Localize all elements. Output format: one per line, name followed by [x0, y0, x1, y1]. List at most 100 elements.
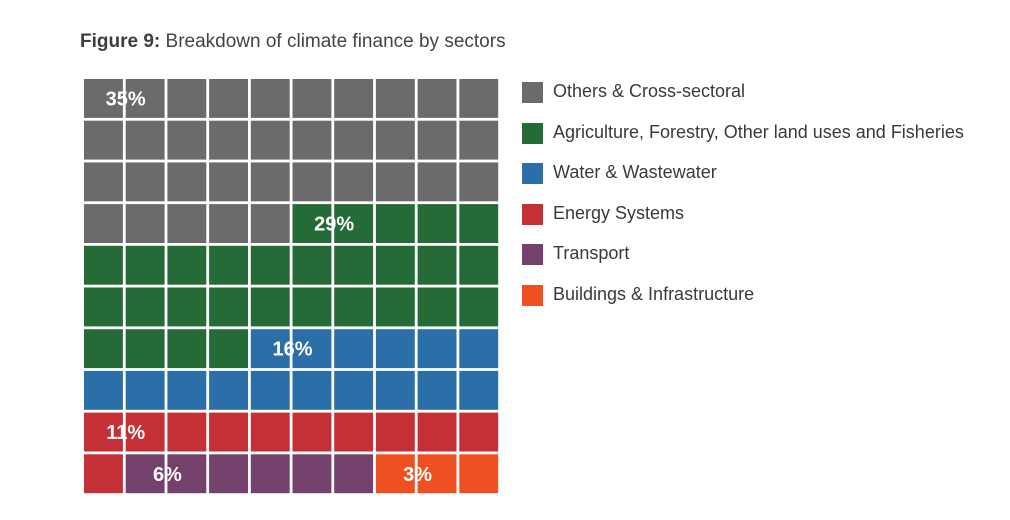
waffle-cell [167, 287, 207, 327]
waffle-cell [209, 370, 248, 410]
waffle-cell [375, 454, 415, 494]
waffle-cell [84, 120, 123, 160]
waffle-cell [167, 204, 207, 243]
waffle-cell [334, 204, 374, 243]
waffle-cell [292, 79, 332, 118]
waffle-cell [125, 120, 165, 160]
waffle-cell [417, 454, 457, 494]
waffle-cell [209, 204, 248, 243]
waffle-cell [334, 287, 374, 327]
waffle-cell [459, 79, 499, 118]
waffle-cell [209, 287, 248, 327]
waffle-cell [125, 245, 165, 285]
waffle-cell [167, 162, 207, 202]
waffle-cell [250, 329, 290, 369]
waffle-cell [84, 287, 123, 327]
waffle-cell [334, 454, 374, 494]
legend-label: Transport [553, 243, 630, 264]
waffle-cell [459, 245, 499, 285]
waffle-cell [417, 287, 457, 327]
waffle-cell [125, 162, 165, 202]
legend-swatch [522, 203, 543, 225]
waffle-cell [250, 287, 290, 327]
waffle-cell [125, 287, 165, 327]
waffle-cell [459, 204, 499, 243]
legend-swatch [522, 163, 543, 185]
waffle-cell [250, 370, 290, 410]
waffle-cell [417, 79, 457, 118]
waffle-cell [167, 370, 207, 410]
waffle-cell [209, 412, 248, 452]
waffle-cell [417, 120, 457, 160]
legend-label: Buildings & Infrastructure [553, 283, 755, 304]
legend-label: Agriculture, Forestry, Other land uses a… [553, 121, 964, 142]
waffle-cell [334, 370, 374, 410]
waffle-cell [84, 370, 123, 410]
waffle-cell [459, 120, 499, 160]
waffle-cell [125, 454, 165, 494]
waffle-cell [292, 120, 332, 160]
waffle-cell [250, 245, 290, 285]
data-label: 16% [272, 339, 312, 361]
waffle-cell [375, 370, 415, 410]
waffle-cell [375, 245, 415, 285]
waffle-cell [459, 162, 499, 202]
waffle-cell [250, 79, 290, 118]
waffle-cell [84, 329, 123, 369]
waffle-cell [334, 412, 374, 452]
legend-label: Water & Wastewater [553, 162, 717, 183]
waffle-cell [250, 204, 290, 243]
waffle-cell [209, 79, 248, 118]
waffle-cell [375, 329, 415, 369]
legend-label: Energy Systems [553, 202, 685, 223]
waffle-cell [167, 329, 207, 369]
waffle-cell [375, 120, 415, 160]
waffle-cell [292, 245, 332, 285]
waffle-cell [167, 79, 207, 118]
waffle-cell [292, 162, 332, 202]
data-label: 3% [403, 464, 432, 486]
waffle-cell [375, 79, 415, 118]
waffle-cell [417, 162, 457, 202]
waffle-cell [334, 329, 374, 369]
waffle-cell [292, 412, 332, 452]
waffle-cell [292, 204, 332, 243]
waffle-cell [459, 454, 499, 494]
legend-swatch [522, 122, 543, 144]
waffle-cell [209, 245, 248, 285]
waffle-cell [209, 329, 248, 369]
figure-title-text: Breakdown of climate finance by sectors [165, 31, 506, 52]
waffle-cell [167, 120, 207, 160]
waffle-cell [125, 370, 165, 410]
waffle-cell [292, 454, 332, 494]
waffle-cell [84, 162, 123, 202]
waffle-cell [459, 412, 499, 452]
waffle-cell [84, 454, 123, 494]
waffle-cell [459, 329, 499, 369]
waffle-cell [292, 329, 332, 369]
legend-swatch [522, 284, 543, 306]
waffle-cell [417, 329, 457, 369]
waffle-cell [417, 245, 457, 285]
waffle-cell [334, 120, 374, 160]
waffle-cell [125, 79, 165, 118]
waffle-cell [417, 412, 457, 452]
waffle-cell [250, 162, 290, 202]
waffle-cell [125, 412, 165, 452]
waffle-cell [292, 287, 332, 327]
data-label: 6% [153, 464, 182, 486]
waffle-cell [375, 162, 415, 202]
waffle-cell [417, 370, 457, 410]
waffle-cell [375, 412, 415, 452]
waffle-cell [250, 120, 290, 160]
waffle-cell [84, 412, 123, 452]
waffle-cell [334, 245, 374, 285]
waffle-cell [417, 204, 457, 243]
legend-label: Others & Cross-sectoral [553, 81, 746, 101]
waffle-cell [84, 245, 123, 285]
waffle-cell [459, 287, 499, 327]
waffle-cell [167, 245, 207, 285]
waffle-cell [167, 412, 207, 452]
data-label: 11% [106, 422, 145, 444]
